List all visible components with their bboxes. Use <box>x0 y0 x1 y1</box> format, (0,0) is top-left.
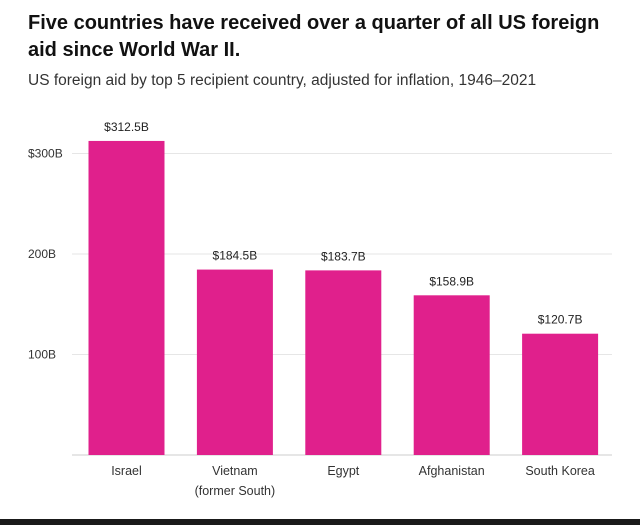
y-tick-label: $300B <box>28 147 63 161</box>
category-label: Israel <box>111 464 142 478</box>
category-label: Egypt <box>327 464 359 478</box>
data-label: $158.9B <box>429 274 474 288</box>
bar[interactable] <box>305 270 382 455</box>
data-label: $184.5B <box>213 249 258 263</box>
y-tick-label: 100B <box>28 348 56 362</box>
y-tick-label: 200B <box>28 247 56 261</box>
chart-subtitle: US foreign aid by top 5 recipient countr… <box>28 72 537 89</box>
bar[interactable] <box>522 333 599 455</box>
data-label: $183.7B <box>321 249 366 263</box>
bar[interactable] <box>88 140 165 455</box>
bar[interactable] <box>196 269 273 455</box>
category-label: Afghanistan <box>419 464 485 478</box>
category-label: (former South) <box>195 484 276 498</box>
category-label: South Korea <box>525 464 595 478</box>
data-label: $312.5B <box>104 120 149 134</box>
chart-title: Five countries have received over a quar… <box>28 12 600 61</box>
bar[interactable] <box>413 295 490 455</box>
bottom-border <box>0 519 640 525</box>
data-label: $120.7B <box>538 313 583 327</box>
category-label: Vietnam <box>212 464 258 478</box>
